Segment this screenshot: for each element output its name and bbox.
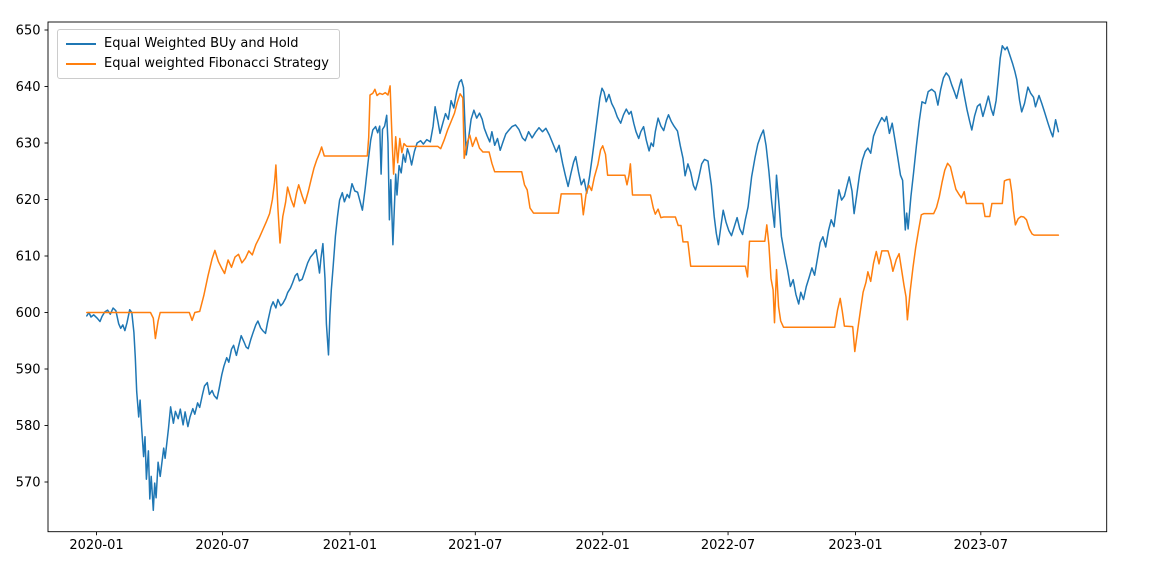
y-tick-label: 600	[16, 306, 41, 321]
y-tick-label: 650	[16, 24, 41, 39]
legend-label-buy-and-hold: Equal Weighted BUy and Hold	[104, 36, 299, 51]
legend: Equal Weighted BUy and Hold Equal weight…	[57, 29, 340, 79]
y-tick-label: 630	[16, 137, 41, 152]
y-tick-label: 640	[16, 80, 41, 95]
y-tick-label: 570	[16, 476, 41, 491]
x-tick-label: 2021-07	[448, 538, 502, 553]
legend-label-fibonacci-strategy: Equal weighted Fibonacci Strategy	[104, 56, 329, 71]
x-tick-label: 2020-01	[69, 538, 123, 553]
y-tick-label: 590	[16, 363, 41, 378]
legend-item-fibonacci-strategy: Equal weighted Fibonacci Strategy	[66, 54, 329, 74]
x-tick-label: 2020-07	[195, 538, 249, 553]
buy-and-hold-line	[86, 45, 1060, 512]
x-tick-label: 2022-07	[701, 538, 755, 553]
x-tick-label: 2023-07	[954, 538, 1008, 553]
legend-item-buy-and-hold: Equal Weighted BUy and Hold	[66, 34, 329, 54]
x-tick-label: 2021-01	[323, 538, 377, 553]
y-tick-label: 620	[16, 193, 41, 208]
fibonacci-strategy-line	[86, 85, 1060, 353]
legend-line-swatch-buy-and-hold	[66, 43, 96, 45]
x-tick-label: 2022-01	[576, 538, 630, 553]
y-tick-label: 580	[16, 419, 41, 434]
legend-line-swatch-fibonacci-strategy	[66, 63, 96, 65]
x-tick-label: 2023-01	[828, 538, 882, 553]
plot-border	[47, 21, 1108, 533]
y-tick-label: 610	[16, 250, 41, 265]
